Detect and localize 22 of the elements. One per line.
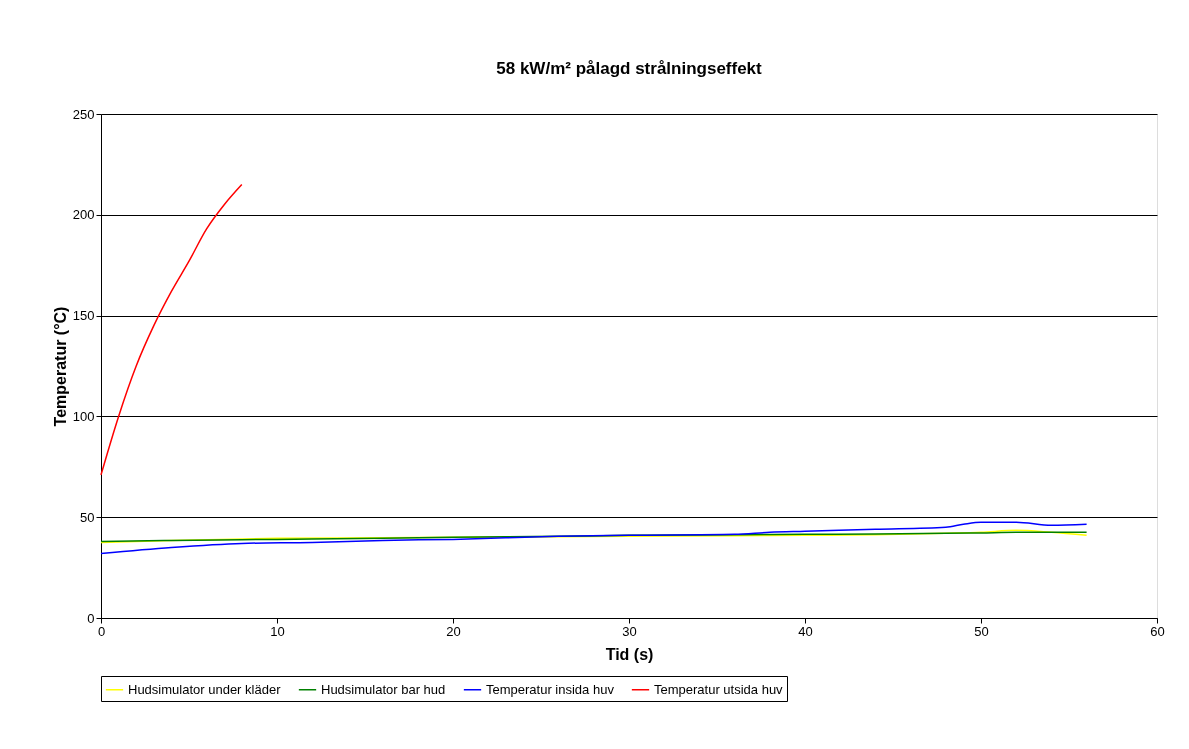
legend-label: Temperatur insida huv bbox=[486, 681, 615, 697]
x-tick-label: 60 bbox=[1150, 623, 1165, 639]
x-tick-label: 30 bbox=[622, 623, 637, 639]
x-tick-label: 0 bbox=[97, 623, 106, 639]
x-tick-label: 20 bbox=[446, 623, 461, 639]
y-tick-label: 50 bbox=[80, 509, 95, 525]
x-axis-title: Tid (s) bbox=[605, 645, 654, 663]
x-tick-label: 50 bbox=[974, 623, 989, 639]
chart-title: 58 kW/m² pålagd strålningseffekt bbox=[496, 59, 763, 78]
y-tick-label: 0 bbox=[87, 610, 95, 626]
x-tick-label: 10 bbox=[270, 623, 285, 639]
legend-label: Hudsimulator under kläder bbox=[128, 681, 282, 697]
legend-label: Temperatur utsida huv bbox=[654, 681, 784, 697]
line-series bbox=[100, 183, 243, 476]
legend-label: Hudsimulator bar hud bbox=[321, 681, 446, 697]
y-tick-label: 200 bbox=[72, 207, 95, 223]
y-axis-title: Temperatur (°C) bbox=[51, 306, 69, 427]
y-tick-label: 150 bbox=[72, 308, 95, 324]
line-series bbox=[100, 521, 1088, 555]
x-tick-label: 40 bbox=[798, 623, 813, 639]
y-tick-label: 250 bbox=[72, 106, 95, 122]
y-tick-label: 100 bbox=[72, 408, 95, 424]
